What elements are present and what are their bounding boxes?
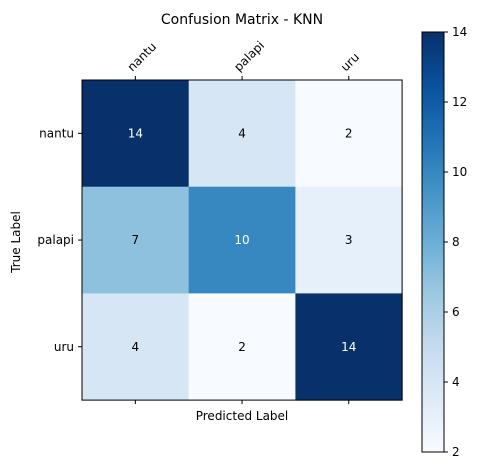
heatmap-cell (82, 293, 190, 401)
x-axis-label: Predicted Label (196, 409, 289, 423)
heatmap-cell (82, 186, 190, 294)
y-axis-label: True Label (9, 211, 23, 274)
x-tick-label: nantu (125, 40, 160, 75)
cell-value-label: 2 (345, 126, 353, 140)
heatmap-cell (295, 186, 403, 294)
cell-value-labels: 14 4 2 7 10 3 4 2 14 (128, 126, 357, 353)
heatmap-cell (82, 80, 190, 188)
colorbar-tick-label: 6 (452, 305, 460, 319)
cell-value-label: 4 (132, 340, 140, 354)
colorbar: 2 4 6 8 10 12 14 (421, 25, 467, 459)
colorbar-tick-label: 8 (452, 235, 460, 249)
cell-value-label: 4 (238, 126, 246, 140)
heatmap-cell (188, 186, 296, 294)
heatmap-cell (295, 293, 403, 401)
cell-value-label: 2 (238, 340, 246, 354)
heatmap-cell (188, 293, 296, 401)
cell-value-label: 7 (132, 233, 140, 247)
heatmap-cell (188, 80, 296, 188)
cell-value-label: 14 (128, 126, 143, 140)
x-tick-label: palapi (231, 38, 267, 74)
colorbar-tick-label: 2 (452, 445, 460, 459)
cell-value-label: 14 (341, 340, 356, 354)
x-tick-label: uru (338, 50, 362, 74)
colorbar-tick-label: 10 (452, 165, 467, 179)
heatmap-cells (82, 80, 403, 401)
cell-value-label: 10 (234, 233, 249, 247)
colorbar-tick-label: 12 (452, 95, 467, 109)
colorbar-gradient (421, 31, 445, 453)
colorbar-tick-label: 14 (452, 25, 467, 39)
cell-value-label: 3 (345, 233, 353, 247)
heatmap-cell (295, 80, 403, 188)
chart-title: Confusion Matrix - KNN (161, 12, 323, 28)
y-tick-label: palapi (37, 233, 74, 247)
colorbar-tick-label: 4 (452, 375, 460, 389)
y-tick-label: nantu (39, 126, 74, 140)
y-axis-ticks: nantu palapi uru (37, 126, 82, 354)
y-tick-label: uru (54, 340, 74, 354)
